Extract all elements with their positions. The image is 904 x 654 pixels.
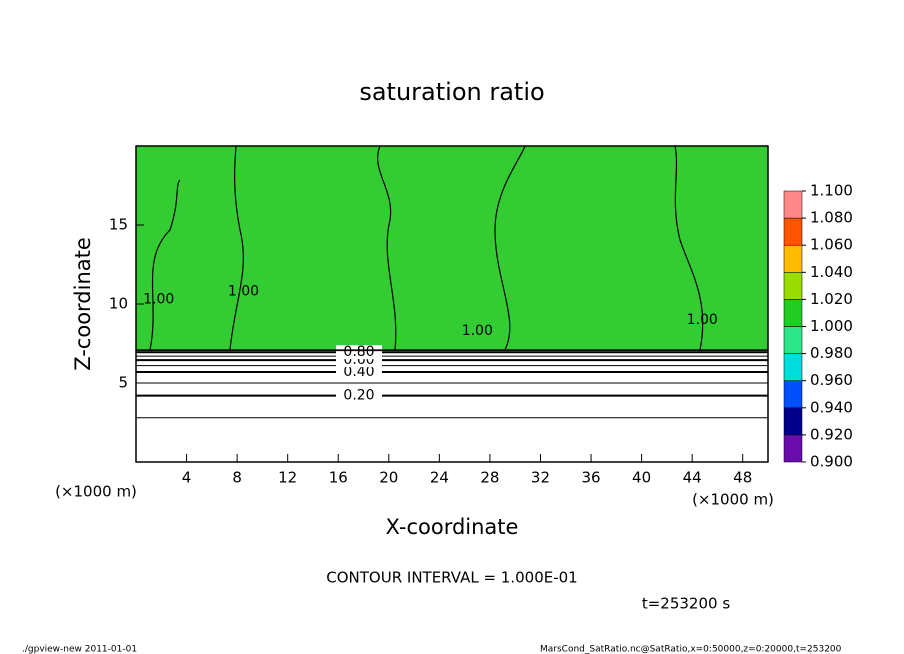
contour-label: 0.20 <box>343 388 374 404</box>
colorbar-label: 1.020 <box>810 290 853 308</box>
colorbar-label: 0.900 <box>810 453 853 471</box>
x-tick-label: 16 <box>329 469 348 487</box>
contour-label: 0.80 <box>343 344 374 360</box>
contour-sketch <box>674 145 704 350</box>
x-unit: (×1000 m) <box>692 491 774 509</box>
contour-sketch <box>494 145 526 351</box>
colorbar-segment <box>783 326 803 354</box>
x-tick-label: 12 <box>278 469 297 487</box>
filled-region <box>136 146 768 350</box>
colorbar-segment <box>783 380 803 409</box>
footer-left: ./gpview-new 2011-01-01 <box>22 645 137 654</box>
plot-area: 0.200.400.600.801.00 1.001.001.004 8 12 16 20… <box>109 145 853 487</box>
x-tick-label: 4 <box>182 469 192 487</box>
colorbar-label: 1.100 <box>810 182 853 200</box>
contour-interval: CONTOUR INTERVAL = 1.000E-01 <box>326 569 577 587</box>
y-tick-label: 10 <box>109 295 128 313</box>
colorbar-segment <box>783 217 803 246</box>
contour-sketch <box>149 179 181 350</box>
y-tick-label: 15 <box>109 216 128 234</box>
colorbar-label: 1.040 <box>810 263 853 281</box>
y-unit: (×1000 m) <box>55 483 137 501</box>
colorbar-label: 0.920 <box>810 425 853 443</box>
colorbar-segment <box>783 434 803 463</box>
time-label: t=253200 s <box>642 595 730 613</box>
x-tick-label: 48 <box>733 469 752 487</box>
chart-title: saturation ratio <box>359 78 544 106</box>
x-tick-label: 24 <box>430 469 449 487</box>
contour-label: 1.00 <box>228 283 259 299</box>
colorbar-label: 0.960 <box>810 371 853 389</box>
y-tick-label: 5 <box>118 374 128 392</box>
contour-label-bg <box>336 364 382 379</box>
contour-label-bg <box>336 345 382 360</box>
x-tick-label: 32 <box>531 469 550 487</box>
x-tick-label: 36 <box>581 469 600 487</box>
contour-label: 1.00 <box>143 291 174 307</box>
contour-label-bg <box>336 388 382 403</box>
colorbar-segment <box>783 353 803 381</box>
colorbar-segment <box>783 299 803 327</box>
colorbar-label: 1.080 <box>810 209 853 227</box>
x-tick-label: 8 <box>232 469 242 487</box>
colorbar-label: 1.000 <box>810 317 853 335</box>
colorbar-label: 1.060 <box>810 236 853 254</box>
y-axis-label: Z-coordinate <box>71 237 95 371</box>
colorbar-segment <box>783 272 803 300</box>
contour-label: 1.00 <box>462 323 493 339</box>
colorbar-segment <box>783 407 803 436</box>
x-axis-label: X-coordinate <box>386 515 519 539</box>
x-tick-label: 44 <box>683 469 702 487</box>
contour-label: 0.40 <box>343 364 374 380</box>
x-tick-label: 20 <box>379 469 398 487</box>
contour-sketch <box>229 145 244 350</box>
colorbar-label: 0.940 <box>810 398 853 416</box>
x-tick-label: 40 <box>632 469 651 487</box>
footer-right: MarsCond_SatRatio.nc@SatRatio,x=0:50000,… <box>540 645 842 654</box>
contour-label: 1.00 <box>687 312 718 328</box>
x-tick-label: 28 <box>480 469 499 487</box>
colorbar-label: 0.980 <box>810 344 853 362</box>
contour-sketch <box>377 145 397 350</box>
colorbar-segment <box>783 244 803 273</box>
colorbar-segment <box>783 190 803 219</box>
